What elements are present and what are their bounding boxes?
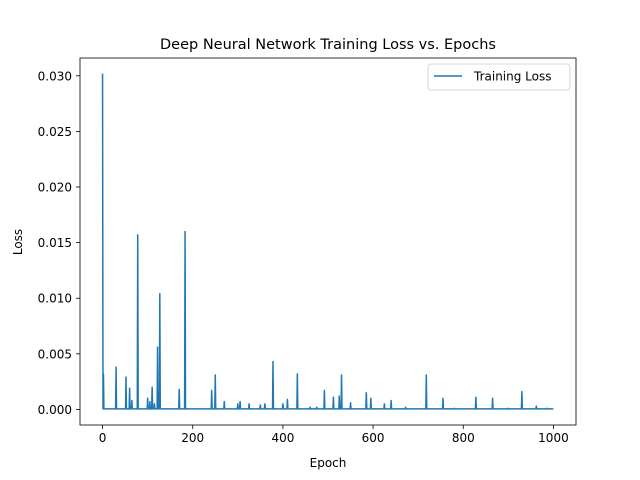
y-tick-label: 0.030 (38, 69, 72, 83)
y-tick-label: 0.000 (38, 403, 72, 417)
x-tick-label: 1000 (538, 431, 569, 445)
y-axis-ticks: 0.000 0.005 0.010 0.015 0.020 0.025 0.030 (38, 69, 80, 417)
x-tick-label: 200 (181, 431, 204, 445)
legend-box (427, 63, 571, 91)
legend-label: Training Loss (473, 70, 551, 84)
y-tick-label: 0.010 (38, 292, 72, 306)
y-axis-label: Loss (11, 229, 25, 255)
x-tick-label: 600 (362, 431, 385, 445)
y-tick-label: 0.015 (38, 236, 72, 250)
legend: Training Loss (427, 63, 571, 91)
y-tick-label: 0.005 (38, 347, 72, 361)
x-axis-ticks: 0 200 400 600 800 1000 (99, 425, 569, 445)
y-tick-label: 0.025 (38, 125, 72, 139)
axes-frame (79, 57, 577, 426)
y-tick-label: 0.020 (38, 181, 72, 195)
plot-area (101, 73, 554, 410)
x-tick-label: 400 (271, 431, 294, 445)
x-tick-label: 0 (99, 431, 107, 445)
x-axis-label: Epoch (310, 456, 347, 470)
series-line-training-loss (101, 73, 554, 410)
chart-title: Deep Neural Network Training Loss vs. Ep… (160, 37, 496, 53)
x-tick-label: 800 (452, 431, 475, 445)
